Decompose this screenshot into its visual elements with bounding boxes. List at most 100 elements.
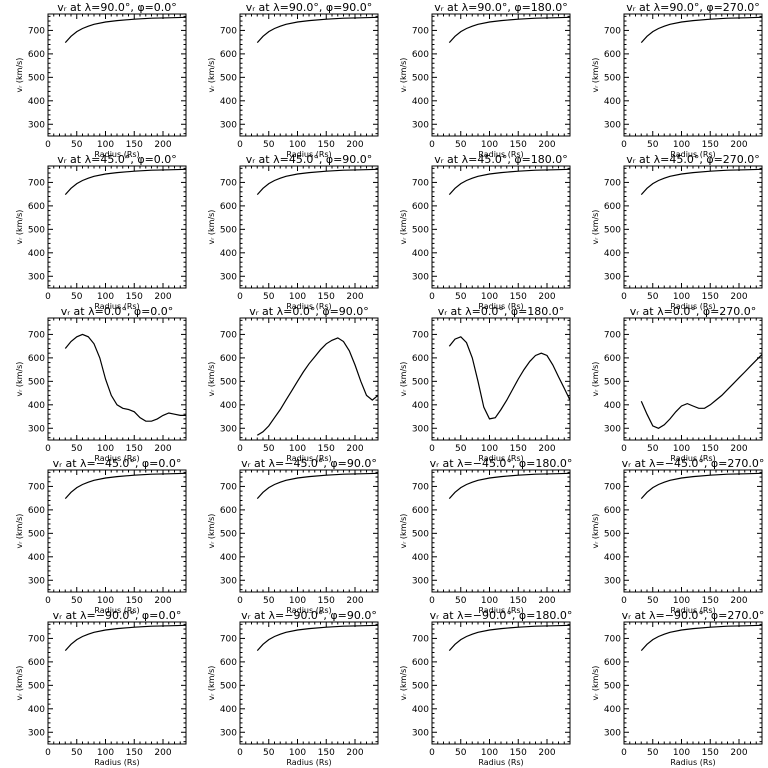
x-tick-label: 200 <box>154 292 171 302</box>
panel-1-1: vᵣ at λ=45.0°, φ=90.0° 0 50 100 150 200 300 400… <box>207 153 379 311</box>
y-tick-label: 700 <box>28 482 45 492</box>
panel-title: vᵣ at λ=−90.0°, φ=0.0° <box>53 609 182 622</box>
x-axis-label: Radius (Rs) <box>286 454 331 463</box>
x-tick-label: 100 <box>97 444 114 454</box>
y-tick-label: 600 <box>604 506 621 516</box>
y-tick-label: 300 <box>412 120 429 130</box>
x-tick-label: 100 <box>97 596 114 606</box>
panel-4-3: vᵣ at λ=−90.0°, φ=270.0° 0 50 100 150 200 300 4… <box>591 609 764 767</box>
x-tick-label: 200 <box>154 748 171 758</box>
x-tick-label: 50 <box>263 292 275 302</box>
y-tick-label: 700 <box>28 178 45 188</box>
panel-title: vᵣ at λ=0.0°, φ=270.0° <box>630 305 757 318</box>
y-tick-label: 600 <box>604 354 621 364</box>
x-tick-label: 50 <box>71 292 83 302</box>
series-line <box>448 624 571 652</box>
panel-title: vᵣ at λ=−45.0°, φ=90.0° <box>241 457 377 470</box>
panel-1-3: vᵣ at λ=45.0°, φ=270.0° 0 50 100 150 200 300 40… <box>591 153 763 311</box>
x-tick-label: 0 <box>237 140 243 150</box>
y-tick-label: 400 <box>220 249 237 259</box>
y-tick-label: 600 <box>412 354 429 364</box>
y-tick-label: 500 <box>220 225 237 235</box>
panel-1-2: vᵣ at λ=45.0°, φ=180.0° 0 50 100 150 200 300 40… <box>399 153 571 311</box>
y-axis-label: vᵣ (km/s) <box>207 666 216 701</box>
panel-title: vᵣ at λ=45.0°, φ=90.0° <box>246 153 373 166</box>
y-tick-label: 500 <box>220 73 237 83</box>
x-axis-label: Radius (Rs) <box>670 302 715 311</box>
x-tick-label: 0 <box>237 596 243 606</box>
x-axis-label: Radius (Rs) <box>670 150 715 159</box>
x-tick-label: 150 <box>126 596 143 606</box>
x-tick-label: 50 <box>647 444 659 454</box>
plot-frame <box>239 317 379 441</box>
series-line <box>448 16 571 44</box>
y-axis-label: vᵣ (km/s) <box>591 666 600 701</box>
y-tick-label: 700 <box>220 634 237 644</box>
y-axis-label: vᵣ (km/s) <box>15 362 24 397</box>
x-tick-label: 200 <box>538 444 555 454</box>
x-tick-label: 200 <box>730 140 747 150</box>
x-tick-label: 0 <box>429 292 435 302</box>
x-tick-label: 100 <box>673 444 690 454</box>
x-axis-label: Radius (Rs) <box>478 454 523 463</box>
x-tick-label: 150 <box>510 748 527 758</box>
x-tick-label: 150 <box>318 444 335 454</box>
x-axis-label: Radius (Rs) <box>670 606 715 615</box>
y-tick-label: 600 <box>220 202 237 212</box>
y-axis-label: vᵣ (km/s) <box>591 362 600 397</box>
x-tick-label: 200 <box>154 444 171 454</box>
y-tick-label: 300 <box>604 728 621 738</box>
plot-frame <box>623 165 763 289</box>
series-line <box>256 337 379 436</box>
y-axis-label: vᵣ (km/s) <box>591 514 600 549</box>
x-tick-label: 100 <box>289 596 306 606</box>
x-tick-label: 50 <box>263 748 275 758</box>
x-axis-label: Radius (Rs) <box>286 150 331 159</box>
x-tick-label: 50 <box>263 444 275 454</box>
x-tick-label: 0 <box>45 748 51 758</box>
panel-title: vᵣ at λ=−90.0°, φ=180.0° <box>430 609 573 622</box>
x-tick-label: 150 <box>702 596 719 606</box>
y-tick-label: 600 <box>220 658 237 668</box>
panel-3-0: vᵣ at λ=−45.0°, φ=0.0° 0 50 100 150 200 300 400… <box>15 457 187 615</box>
x-tick-label: 100 <box>289 140 306 150</box>
y-tick-label: 300 <box>28 576 45 586</box>
x-tick-label: 0 <box>45 292 51 302</box>
series-line <box>64 472 187 500</box>
y-tick-label: 600 <box>28 50 45 60</box>
panel-3-1: vᵣ at λ=−45.0°, φ=90.0° 0 50 100 150 200 300 40… <box>207 457 379 615</box>
x-tick-label: 50 <box>647 140 659 150</box>
series-line <box>448 472 571 500</box>
y-tick-label: 300 <box>220 272 237 282</box>
x-tick-label: 50 <box>71 596 83 606</box>
y-tick-label: 500 <box>28 73 45 83</box>
y-axis-label: vᵣ (km/s) <box>399 666 408 701</box>
plot-frame <box>47 165 187 289</box>
y-tick-label: 400 <box>412 553 429 563</box>
y-tick-label: 400 <box>28 553 45 563</box>
x-axis-label: Radius (Rs) <box>286 758 331 767</box>
x-axis-label: Radius (Rs) <box>94 302 139 311</box>
plot-frame <box>623 469 763 593</box>
series-line <box>256 472 379 500</box>
x-tick-label: 50 <box>647 292 659 302</box>
panel-title: vᵣ at λ=90.0°, φ=90.0° <box>246 1 373 14</box>
series-line <box>448 168 571 196</box>
series-line <box>640 624 763 652</box>
y-tick-label: 500 <box>412 529 429 539</box>
x-tick-label: 0 <box>45 140 51 150</box>
panel-title: vᵣ at λ=90.0°, φ=270.0° <box>626 1 760 14</box>
series-line <box>448 336 571 420</box>
y-tick-label: 400 <box>220 705 237 715</box>
y-tick-label: 700 <box>412 482 429 492</box>
y-axis-label: vᵣ (km/s) <box>15 58 24 93</box>
panel-1-0: vᵣ at λ=45.0°, φ=0.0° 0 50 100 150 200 300 400 5… <box>15 153 187 311</box>
y-tick-label: 300 <box>220 728 237 738</box>
y-tick-label: 400 <box>28 705 45 715</box>
panel-0-3: vᵣ at λ=90.0°, φ=270.0° 0 50 100 150 200 300 40… <box>591 1 763 159</box>
x-tick-label: 50 <box>263 596 275 606</box>
y-tick-label: 600 <box>412 202 429 212</box>
y-tick-label: 400 <box>412 97 429 107</box>
x-tick-label: 50 <box>263 140 275 150</box>
y-tick-label: 300 <box>28 424 45 434</box>
